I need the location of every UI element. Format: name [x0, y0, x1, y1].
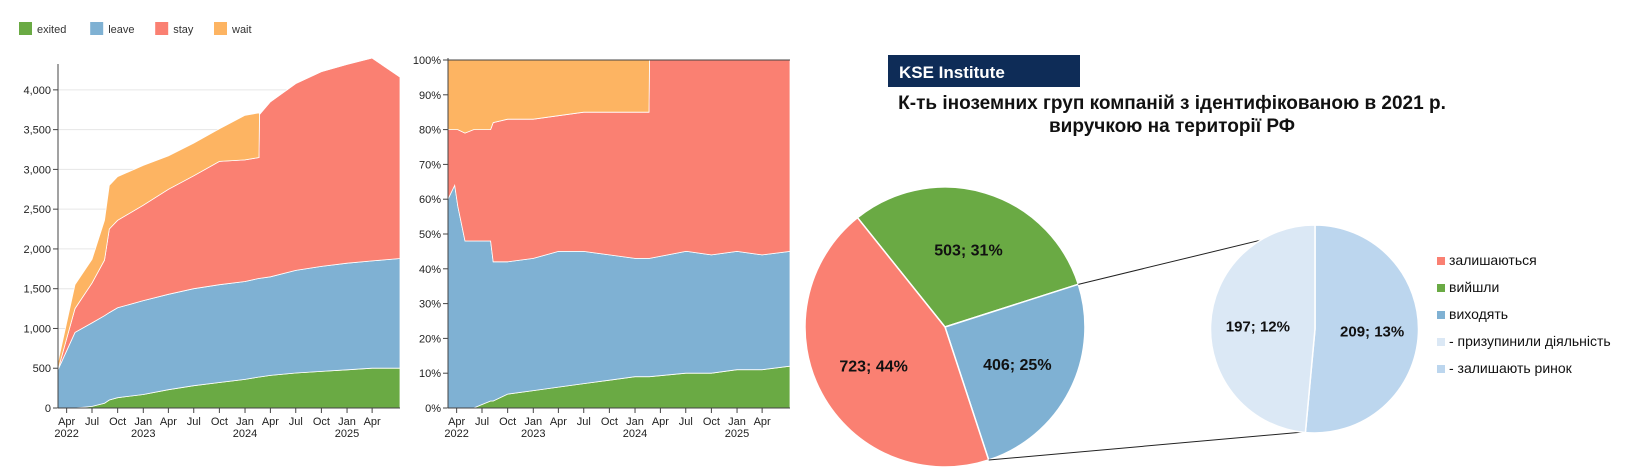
- area-series-wait: [57, 57, 401, 370]
- x-tick-label: Jul: [577, 416, 591, 428]
- y-tick-label: 2,000: [23, 244, 51, 256]
- x-tick-year: 2022: [444, 428, 468, 440]
- x-tick-year: 2023: [521, 428, 545, 440]
- y-tick-label: 1,000: [23, 323, 51, 335]
- subpie-label-1: 197; 12%: [1226, 318, 1290, 335]
- x-tick-label: Jan: [338, 416, 356, 428]
- x-tick-label: Jul: [85, 416, 99, 428]
- pie-legend-label: залишаються: [1449, 252, 1537, 268]
- y-tick-label: 90%: [419, 90, 441, 102]
- y-tick-label: 20%: [419, 333, 441, 345]
- x-tick-label: Oct: [109, 416, 126, 428]
- x-tick-label: Apr: [448, 416, 465, 428]
- legend-label-wait: wait: [231, 24, 252, 36]
- y-tick-label: 3,500: [23, 125, 51, 137]
- x-tick-year: 2024: [233, 428, 257, 440]
- x-tick-label: Oct: [499, 416, 516, 428]
- x-tick-label: Oct: [313, 416, 330, 428]
- legend-label-stay: stay: [173, 24, 194, 36]
- y-tick-label: 100%: [413, 55, 441, 67]
- x-tick-label: Apr: [652, 416, 669, 428]
- subpie-slice-0: [1304, 224, 1420, 434]
- legend-swatch-leave: [90, 22, 104, 35]
- x-tick-label: Jan: [236, 416, 254, 428]
- legend-label-exited: exited: [37, 24, 66, 36]
- y-tick-label: 0%: [425, 403, 441, 415]
- pie-of-pie-chart: 503; 31% 406; 25% 723; 44% 209; 13% 197; 12%…: [804, 186, 1611, 468]
- subpie-label-0: 209; 13%: [1340, 324, 1404, 341]
- y-tick-label: 70%: [419, 159, 441, 171]
- y-tick-label: 30%: [419, 299, 441, 311]
- x-tick-year: 2024: [623, 428, 647, 440]
- pie-title-line1: К-ть іноземних груп компаній з ідентифік…: [898, 93, 1446, 114]
- absolute-stacked-area-chart: 0 500 1,000 1,500 2,000 2,500 3,000 3,500 4,000 A…: [23, 57, 401, 440]
- x-tick-label: Jul: [475, 416, 489, 428]
- connector-line-bottom: [988, 430, 1316, 461]
- kse-badge-bg: [888, 55, 1080, 87]
- pie-slice-leave: [944, 283, 1086, 461]
- pie-legend-label: - залишають ринок: [1449, 360, 1573, 376]
- x-tick-label: Apr: [364, 416, 381, 428]
- x-tick-year: 2023: [131, 428, 155, 440]
- legend-swatch-wait: [214, 22, 227, 35]
- x-tick-label: Jan: [524, 416, 542, 428]
- x-tick-label: Jul: [187, 416, 201, 428]
- percent-stacked-area-chart: 0%10%20%30%40%50%60%70%80%90%100%Apr2022…: [413, 55, 791, 440]
- y-tick-label: 500: [33, 363, 51, 375]
- pie-legend-label: виходять: [1449, 306, 1508, 322]
- y-tick-label: 2,500: [23, 204, 51, 216]
- y-tick-label: 1,500: [23, 284, 51, 296]
- pie-legend-swatch: [1437, 284, 1445, 292]
- x-tick-label: Apr: [58, 416, 75, 428]
- x-tick-year: 2025: [725, 428, 749, 440]
- y-tick-label: 0: [45, 403, 51, 415]
- pie-label-stay: 723; 44%: [839, 359, 908, 376]
- legend-label-leave: leave: [108, 24, 134, 36]
- legend-swatch-stay: [155, 22, 169, 35]
- y-tick-label: 80%: [419, 125, 441, 137]
- pie-legend-swatch: [1437, 311, 1445, 319]
- y-tick-label: 60%: [419, 194, 441, 206]
- pie-label-leave: 406; 25%: [983, 357, 1052, 374]
- x-tick-label: Jan: [626, 416, 644, 428]
- pie-slice-stay: [804, 216, 990, 468]
- x-tick-label: Apr: [550, 416, 567, 428]
- x-tick-year: 2022: [54, 428, 78, 440]
- legend-swatch-exited: [19, 22, 32, 35]
- x-tick-label: Oct: [211, 416, 228, 428]
- x-tick-label: Apr: [754, 416, 771, 428]
- y-tick-label: 10%: [419, 368, 441, 380]
- kse-panel: KSE Institute К-ть іноземних груп компан…: [888, 55, 1446, 137]
- top-legend: exited leave stay wait: [19, 22, 252, 36]
- pie-legend-swatch: [1437, 338, 1445, 346]
- y-tick-label: 40%: [419, 264, 441, 276]
- pie-label-exited: 503; 31%: [934, 242, 1003, 259]
- x-tick-label: Apr: [160, 416, 177, 428]
- y-tick-label: 4,000: [23, 85, 51, 97]
- x-tick-label: Oct: [703, 416, 720, 428]
- pie-legend-label: вийшли: [1449, 279, 1499, 295]
- y-tick-label: 3,000: [23, 164, 51, 176]
- pie-legend-label: - призупинили діяльність: [1449, 333, 1611, 349]
- x-tick-label: Jul: [289, 416, 303, 428]
- y-tick-label: 50%: [419, 229, 441, 241]
- pie-title-line2: виручкою на території РФ: [1049, 116, 1295, 137]
- pie-slice-exited: [856, 186, 1080, 328]
- x-tick-year: 2025: [335, 428, 359, 440]
- x-tick-label: Jul: [679, 416, 693, 428]
- x-tick-label: Jan: [728, 416, 746, 428]
- pie-legend-swatch: [1437, 365, 1445, 373]
- pie-legend-swatch: [1437, 257, 1445, 265]
- x-tick-label: Apr: [262, 416, 279, 428]
- kse-badge: KSE Institute: [899, 63, 1005, 82]
- x-tick-label: Jan: [134, 416, 152, 428]
- subpie-slice-1: [1209, 224, 1316, 434]
- x-tick-label: Oct: [601, 416, 618, 428]
